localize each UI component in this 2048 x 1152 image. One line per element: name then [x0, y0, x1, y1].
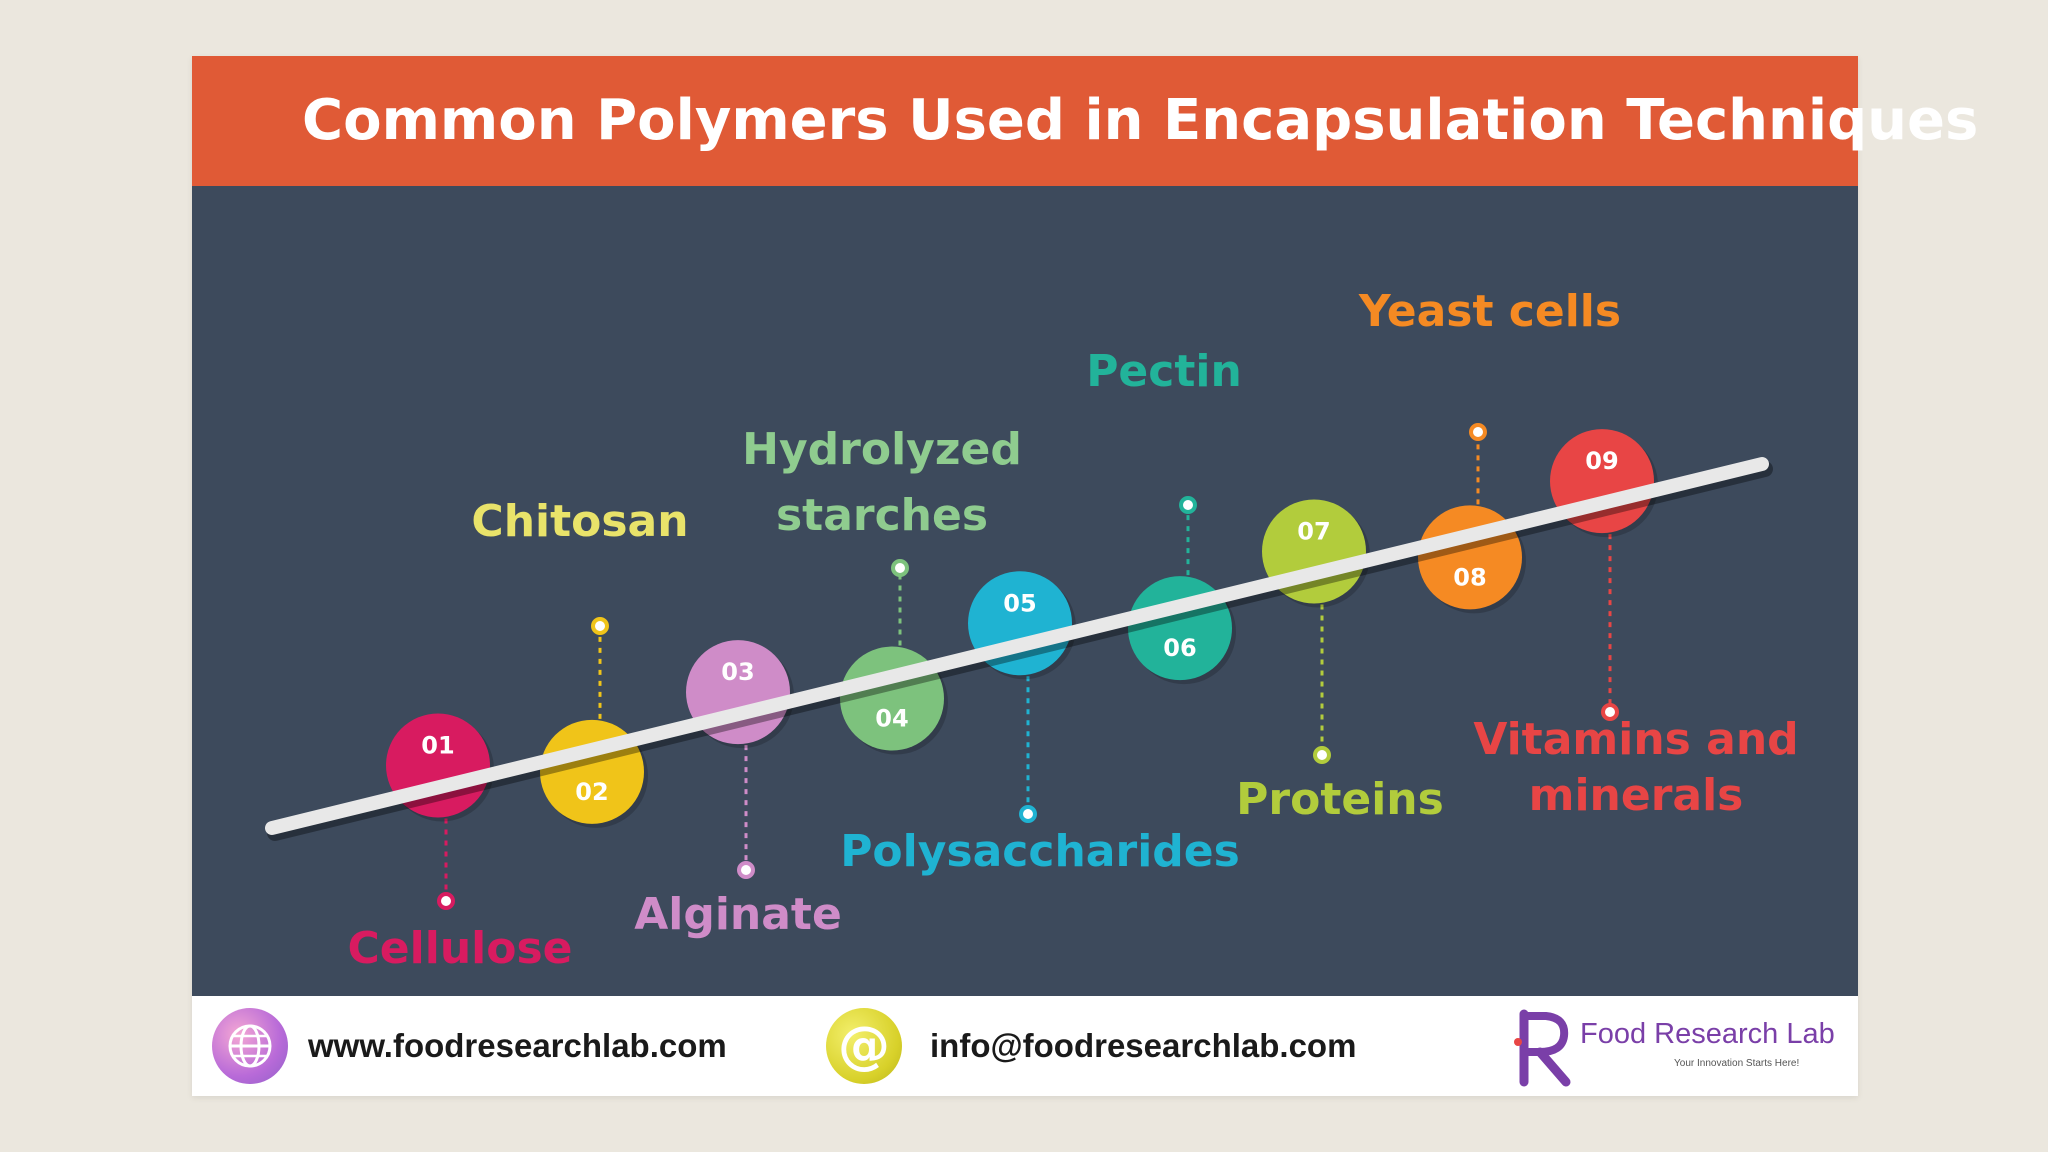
header-banner: Common Polymers Used in Encapsulation Te… [192, 56, 1978, 186]
brand-name: Food Research Lab [1580, 1018, 1835, 1050]
label-09-line-1: Vitamins and [1473, 714, 1798, 765]
connector-dot-03 [737, 861, 755, 879]
stem-layer [437, 423, 1619, 910]
node-number-05: 05 [1003, 589, 1036, 617]
connector-dot-01 [437, 892, 455, 910]
label-layer: Cellulose Chitosan Alginate Hydrolyzed starc… [348, 286, 1799, 974]
label-02-line-1: Chitosan [471, 496, 688, 547]
footer-bar: www.foodresearchlab.com @ info@foodresea… [192, 996, 1858, 1096]
connector-dot-06 [1179, 496, 1197, 514]
label-05-line-1: Polysaccharides [840, 826, 1240, 877]
node-number-08: 08 [1453, 563, 1486, 591]
node-layer: 01 02 03 04 05 06 07 08 09 [386, 429, 1658, 828]
node-number-02: 02 [575, 778, 608, 806]
connector-dot-02 [591, 617, 609, 635]
page-title: Common Polymers Used in Encapsulation Te… [302, 88, 1979, 153]
connector-dot-07 [1313, 746, 1331, 764]
email-link[interactable]: info@foodresearchlab.com [930, 1027, 1357, 1064]
at-symbol: @ [838, 1016, 890, 1076]
node-number-04: 04 [875, 705, 908, 733]
node-number-09: 09 [1585, 447, 1618, 475]
label-04-line-1: Hydrolyzed [742, 424, 1022, 475]
label-01-line-1: Cellulose [348, 923, 573, 974]
connector-dot-04 [891, 559, 909, 577]
timeline-bar [265, 457, 1769, 835]
label-04-line-2: starches [776, 490, 988, 541]
node-number-07: 07 [1297, 517, 1330, 545]
food-research-lab-logo [1514, 1009, 1571, 1087]
connector-dot-05 [1019, 805, 1037, 823]
infographic-card: Common Polymers Used in Encapsulation Te… [192, 56, 1978, 1096]
brand-tagline: Your Innovation Starts Here! [1674, 1058, 1800, 1069]
label-08-line-1: Yeast cells [1358, 286, 1621, 337]
globe-icon [212, 1008, 288, 1084]
label-07-line-1: Proteins [1236, 774, 1444, 825]
at-icon: @ [826, 1008, 902, 1084]
connector-dot-08 [1469, 423, 1487, 441]
connector-dot-09 [1601, 703, 1619, 721]
label-06-line-1: Pectin [1086, 346, 1242, 397]
node-number-06: 06 [1163, 634, 1196, 662]
label-03-line-1: Alginate [634, 889, 842, 940]
polymer-timeline: 01 02 03 04 05 06 07 08 09 Cellulose Chitosan Algin… [265, 286, 1799, 974]
website-link[interactable]: www.foodresearchlab.com [308, 1027, 727, 1064]
label-09-line-2: minerals [1529, 770, 1744, 821]
node-number-03: 03 [721, 658, 754, 686]
node-number-01: 01 [421, 731, 454, 759]
